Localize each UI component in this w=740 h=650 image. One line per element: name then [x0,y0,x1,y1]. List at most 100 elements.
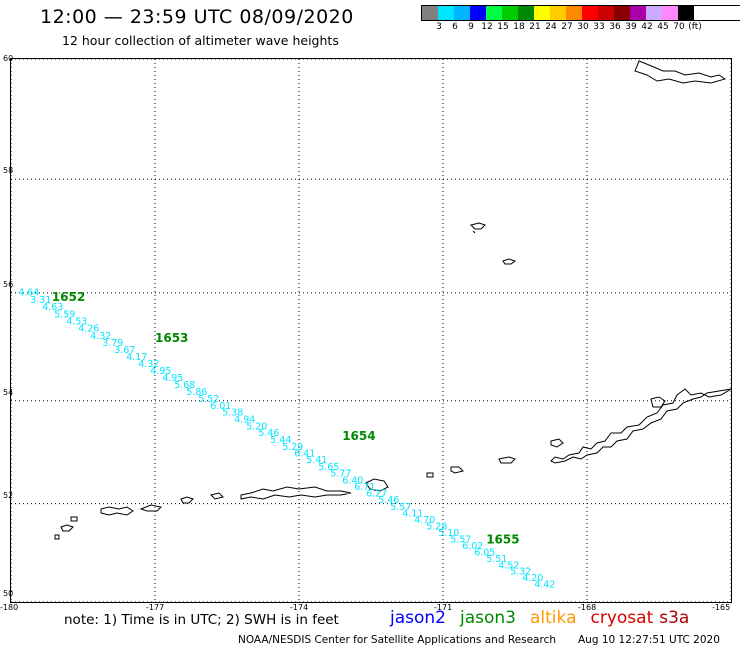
legend-swatch [646,6,662,20]
legend-swatch [614,6,630,20]
swh-value: 5.38 [222,408,243,419]
longitude-label: -174 [290,603,309,612]
legend-swatch [678,6,694,20]
legend-tick: 24 [545,22,557,32]
swh-value: 4.95 [150,366,171,377]
legend-swatch [438,6,454,20]
mission-label-s3a: s3a [659,608,690,628]
swh-value: 6.02 [462,541,483,552]
legend-tick: 33 [593,22,605,32]
swh-value: 5.32 [510,567,531,578]
island-outline [634,60,727,84]
mission-label-cryosat: cryosat [590,608,654,628]
legend-swatch [582,6,598,20]
swh-value: 5.44 [270,435,291,446]
swh-value: 5.10 [438,528,459,539]
legend-tick: 9 [468,22,474,32]
swh-value: 3.67 [114,345,135,356]
swh-value: 4.11 [402,508,423,519]
island-outline [470,222,486,234]
legend-tick: 45 [657,22,669,32]
legend-swatch [566,6,582,20]
island-outline [240,486,352,500]
island-outline [100,506,134,516]
island-outline [550,388,732,464]
swh-value: 5.77 [330,469,351,480]
swh-value: 4.64 [18,288,39,299]
longitude-label: -168 [578,603,597,612]
swh-value: 5.29 [282,442,303,453]
mission-legend: jason2 jason3 altika cryosat s3a [390,608,689,628]
legend-swatch [518,6,534,20]
swh-value: 5.86 [186,387,207,398]
swh-value: 6.27 [366,489,387,500]
swh-value: 4.42 [534,580,555,591]
pass-time-label: 1653 [155,331,188,345]
legend-swatch [550,6,566,20]
latitude-label: 56 [3,279,14,289]
longitude-label: -180 [0,603,19,612]
legend-tick: 21 [529,22,541,32]
pass-time-label: 1655 [486,532,519,546]
swh-value: 4.95 [162,373,183,384]
legend-swatch [470,6,486,20]
pass-time-label: 1654 [342,429,375,443]
swh-value: 5.68 [174,380,195,391]
mission-label-altika: altika [530,608,577,628]
legend-swatch [598,6,614,20]
swh-value: 5.41 [306,455,327,466]
legend-tick: (ft) [688,22,702,32]
longitude-label: -165 [712,603,731,612]
legend-tick: 6 [452,22,458,32]
legend-tick: 30 [577,22,589,32]
swh-value: 4.32 [138,359,159,370]
footnote: note: 1) Time is in UTC; 2) SWH is in fe… [64,612,339,628]
swh-value: 4.52 [498,560,519,571]
legend-swatch [454,6,470,20]
island-outline [54,534,60,540]
legend-swatch [486,6,502,20]
island-outline [365,478,389,492]
wave-height-legend: 3 6 9 12 15 18 21 24 27 30 33 36 39 42 45 70 (ft) [421,5,740,35]
swh-value: 4.17 [126,352,147,363]
swh-value: 4.94 [234,415,255,426]
swh-value: 5.59 [54,309,75,320]
swh-value: 6.71 [354,482,375,493]
legend-tick: 70 [673,22,685,32]
satellite-track: 4.643.314.635.594.534.264.323.793.674.17… [18,288,555,591]
swh-value: 6.01 [210,401,231,412]
island-outline [180,496,194,504]
island-outline [210,492,224,500]
latitude-label: 50 [3,589,14,598]
swh-value: 6.05 [474,547,495,558]
swh-value: 4.53 [66,316,87,327]
island-outline [650,396,666,408]
legend-color-bar [421,5,740,21]
swh-value: 5.46 [378,495,399,506]
legend-tick: 39 [625,22,637,32]
longitude-label: -171 [434,603,453,612]
credit-line: NOAA/NESDIS Center for Satellite Applica… [238,634,556,646]
legend-swatch [502,6,518,20]
island-outline [60,524,74,532]
legend-tick-labels: 3 6 9 12 15 18 21 24 27 30 33 36 39 42 45 70 (ft) [421,21,740,35]
legend-tick: 12 [481,22,493,32]
generation-timestamp: Aug 10 12:27:51 UTC 2020 [578,634,720,646]
island-outline [139,504,163,512]
swh-value: 5.52 [198,394,219,405]
swh-value: 4.63 [42,302,63,313]
map-title: 12:00 — 23:59 UTC 08/09/2020 [40,6,354,28]
legend-swatch [534,6,550,20]
island-outline [426,472,434,478]
swh-value: 6.40 [342,475,363,486]
graticule [10,58,732,603]
latitude-label: 60 [3,54,14,63]
legend-tick: 36 [609,22,621,32]
pass-time-label: 1652 [52,290,85,304]
map-panel: 4.64 3.31 4.63 5.59 4.53 4.26 4.32 3.79 3.67 4.17… [10,58,732,603]
island-outline [550,438,564,448]
swh-value: 5.46 [258,428,279,439]
swh-value: 4.26 [78,324,99,335]
latitude-label: 58 [3,166,14,176]
latitude-label: 52 [3,490,14,500]
